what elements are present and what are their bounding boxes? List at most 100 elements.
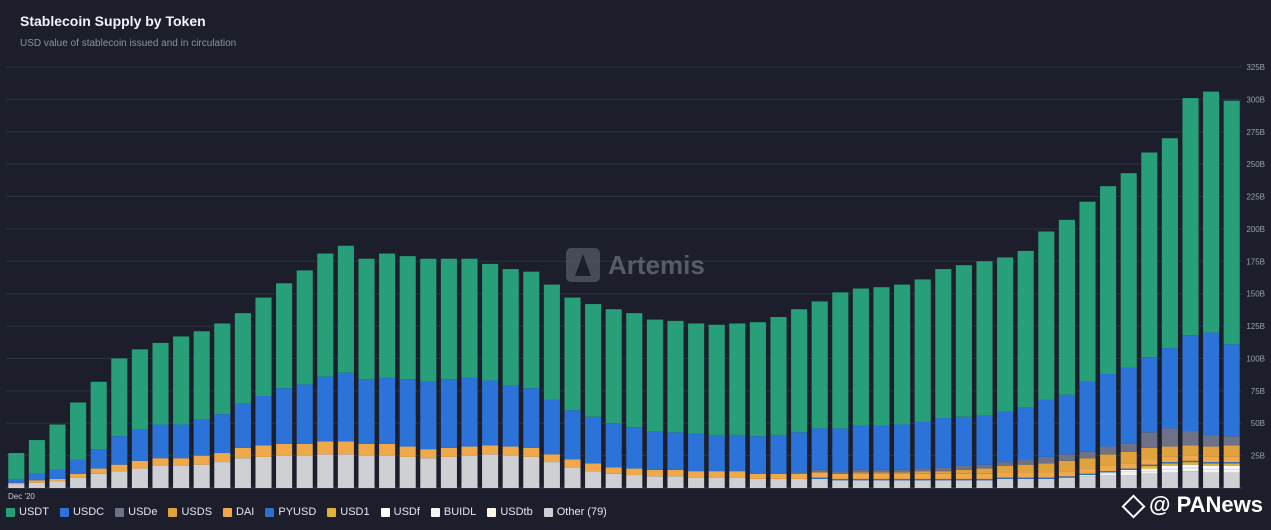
bar-segment-usdt[interactable]: [708, 324, 725, 435]
bar-segment-usdt[interactable]: [1120, 173, 1137, 368]
bar-segment-usdt[interactable]: [502, 269, 519, 386]
bar-segment-dai[interactable]: [708, 471, 725, 478]
bar-segment-dai[interactable]: [832, 473, 849, 479]
bar-segment-usds[interactable]: [1182, 445, 1199, 456]
bar-segment-other-79[interactable]: [111, 471, 128, 488]
bar-segment-usdf[interactable]: [1223, 465, 1240, 469]
bar-segment-dai[interactable]: [379, 443, 396, 456]
bar-segment-dai[interactable]: [1161, 456, 1178, 463]
bar-segment-dai[interactable]: [461, 446, 478, 456]
bar-segment-pyusd[interactable]: [832, 478, 849, 481]
bar-segment-dai[interactable]: [1120, 463, 1137, 469]
bar-segment-other-79[interactable]: [440, 456, 457, 488]
bar-segment-usds[interactable]: [1141, 447, 1158, 460]
bar-segment-dai[interactable]: [1017, 472, 1034, 478]
bar-segment-usds[interactable]: [1058, 460, 1075, 472]
bar-segment-dai[interactable]: [90, 468, 107, 474]
bar-segment-other-79[interactable]: [976, 480, 993, 488]
bar-segment-usdc[interactable]: [955, 416, 972, 466]
bar-segment-other-79[interactable]: [955, 480, 972, 488]
bar-segment-usdt[interactable]: [997, 257, 1014, 412]
bar-segment-dai[interactable]: [276, 443, 293, 456]
bar-segment-dai[interactable]: [1100, 465, 1117, 472]
bar-segment-other-79[interactable]: [502, 455, 519, 488]
bar-segment-usdc[interactable]: [646, 431, 663, 470]
bar-segment-usds[interactable]: [1223, 445, 1240, 457]
bar-segment-usdc[interactable]: [379, 377, 396, 444]
bar-segment-other-79[interactable]: [358, 455, 375, 488]
bar-segment-usdc[interactable]: [234, 403, 251, 448]
bar-segment-usdt[interactable]: [70, 402, 87, 460]
bar-segment-usdt[interactable]: [1203, 91, 1220, 333]
bar-segment-other-79[interactable]: [399, 456, 416, 488]
bar-segment-usdt[interactable]: [255, 297, 272, 397]
bar-segment-usdf[interactable]: [1141, 468, 1158, 470]
bar-segment-usdt[interactable]: [8, 453, 25, 479]
bar-segment-other-79[interactable]: [482, 454, 499, 488]
bar-segment-pyusd[interactable]: [1079, 473, 1096, 476]
bar-segment-usdt[interactable]: [770, 317, 787, 435]
bar-segment-usds[interactable]: [1079, 458, 1096, 469]
bar-segment-usdc[interactable]: [1120, 367, 1137, 444]
bar-segment-usdc[interactable]: [729, 434, 746, 472]
bar-segment-dai[interactable]: [955, 473, 972, 479]
bar-segment-usdt[interactable]: [420, 258, 437, 382]
bar-segment-other-79[interactable]: [1161, 472, 1178, 488]
bar-segment-other-79[interactable]: [420, 458, 437, 488]
bar-segment-pyusd[interactable]: [935, 478, 952, 481]
bar-segment-usdt[interactable]: [935, 269, 952, 419]
bar-segment-other-79[interactable]: [1182, 471, 1199, 488]
bar-segment-other-79[interactable]: [379, 455, 396, 488]
bar-segment-usdc[interactable]: [317, 376, 334, 442]
bar-segment-other-79[interactable]: [70, 477, 87, 488]
bar-segment-dai[interactable]: [667, 469, 684, 477]
legend-item[interactable]: USDtb: [487, 506, 533, 518]
bar-segment-usdt[interactable]: [234, 313, 251, 404]
bar-segment-usdc[interactable]: [832, 428, 849, 472]
bar-segment-usdc[interactable]: [852, 425, 869, 470]
bar-segment-usdt[interactable]: [1038, 231, 1055, 400]
bar-segment-other-79[interactable]: [1079, 476, 1096, 488]
bar-segment-dai[interactable]: [749, 473, 766, 479]
bar-segment-usde[interactable]: [873, 469, 890, 473]
bar-segment-dai[interactable]: [646, 469, 663, 477]
bar-segment-dai[interactable]: [894, 473, 911, 479]
bar-segment-usds[interactable]: [873, 472, 890, 474]
bar-segment-usdc[interactable]: [688, 433, 705, 472]
bar-segment-usdt[interactable]: [1079, 201, 1096, 382]
bar-segment-usdc[interactable]: [70, 459, 87, 474]
bar-segment-usds[interactable]: [1017, 464, 1034, 473]
bar-segment-buidl[interactable]: [1079, 475, 1096, 477]
bar-segment-other-79[interactable]: [296, 455, 313, 488]
bar-segment-usd1[interactable]: [1141, 465, 1158, 469]
bar-segment-dai[interactable]: [296, 443, 313, 456]
bar-segment-usdc[interactable]: [1223, 344, 1240, 437]
bar-segment-usdc[interactable]: [193, 419, 210, 456]
legend-item[interactable]: USDT: [6, 506, 49, 518]
bar-segment-usdt[interactable]: [1223, 100, 1240, 345]
bar-segment-usdt[interactable]: [894, 284, 911, 425]
bar-segment-other-79[interactable]: [90, 473, 107, 488]
bar-segment-other-79[interactable]: [1100, 475, 1117, 488]
bar-segment-usdc[interactable]: [296, 384, 313, 444]
bar-segment-usde[interactable]: [1120, 443, 1137, 452]
bar-segment-other-79[interactable]: [8, 484, 25, 488]
bar-segment-usdt[interactable]: [111, 358, 128, 437]
bar-segment-usdt[interactable]: [317, 253, 334, 377]
bar-segment-dai[interactable]: [791, 473, 808, 479]
bar-segment-other-79[interactable]: [564, 467, 581, 488]
bar-segment-other-79[interactable]: [646, 476, 663, 488]
bar-segment-usdc[interactable]: [976, 415, 993, 465]
bar-segment-dai[interactable]: [8, 482, 25, 485]
bar-segment-usdc[interactable]: [894, 424, 911, 470]
bar-segment-usdc[interactable]: [337, 372, 354, 442]
bar-segment-usdt[interactable]: [873, 287, 890, 426]
bar-segment-dai[interactable]: [997, 472, 1014, 478]
bar-segment-usdc[interactable]: [399, 379, 416, 447]
bar-segment-other-79[interactable]: [173, 465, 190, 488]
bar-segment-other-79[interactable]: [1203, 472, 1220, 488]
bar-segment-usde[interactable]: [997, 462, 1014, 466]
bar-segment-pyusd[interactable]: [1100, 471, 1117, 473]
bar-segment-usdtb[interactable]: [1203, 468, 1220, 470]
bar-segment-dai[interactable]: [317, 441, 334, 455]
